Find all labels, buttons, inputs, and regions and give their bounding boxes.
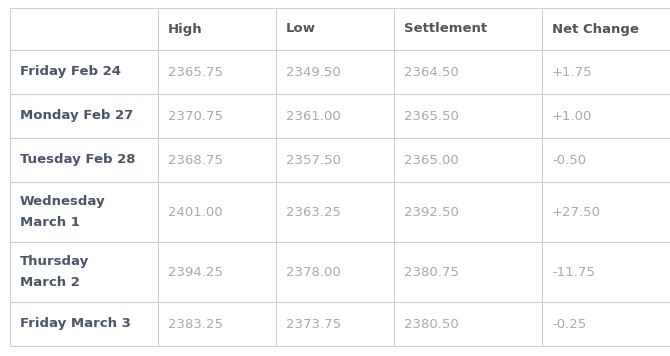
Bar <box>276 94 394 138</box>
Text: March 1: March 1 <box>20 216 80 229</box>
Bar <box>276 242 394 302</box>
Text: -11.75: -11.75 <box>552 266 595 278</box>
Text: -0.50: -0.50 <box>552 153 586 167</box>
Bar <box>276 302 394 346</box>
Bar <box>158 8 276 50</box>
Text: Thursday: Thursday <box>20 255 89 268</box>
Text: 2401.00: 2401.00 <box>168 205 222 219</box>
Text: 2392.50: 2392.50 <box>404 205 459 219</box>
Bar <box>394 242 542 302</box>
Bar <box>542 182 670 242</box>
Bar <box>158 138 276 182</box>
Bar <box>394 302 542 346</box>
Text: Monday Feb 27: Monday Feb 27 <box>20 110 133 122</box>
Bar <box>276 50 394 94</box>
Text: Tuesday Feb 28: Tuesday Feb 28 <box>20 153 135 167</box>
Text: +1.00: +1.00 <box>552 110 592 122</box>
Bar <box>10 242 158 302</box>
Bar <box>10 302 158 346</box>
Text: 2363.25: 2363.25 <box>286 205 341 219</box>
Text: 2365.00: 2365.00 <box>404 153 459 167</box>
Text: 2361.00: 2361.00 <box>286 110 341 122</box>
Bar <box>542 8 670 50</box>
Bar <box>276 8 394 50</box>
Text: High: High <box>168 22 202 36</box>
Bar <box>10 182 158 242</box>
Bar <box>10 94 158 138</box>
Text: Low: Low <box>286 22 316 36</box>
Text: Friday Feb 24: Friday Feb 24 <box>20 66 121 79</box>
Text: 2349.50: 2349.50 <box>286 66 341 79</box>
Text: 2368.75: 2368.75 <box>168 153 223 167</box>
Bar <box>158 94 276 138</box>
Bar <box>542 50 670 94</box>
Text: 2365.75: 2365.75 <box>168 66 223 79</box>
Bar <box>10 8 158 50</box>
Text: 2370.75: 2370.75 <box>168 110 223 122</box>
Text: 2365.50: 2365.50 <box>404 110 459 122</box>
Text: 2380.75: 2380.75 <box>404 266 459 278</box>
Text: 2383.25: 2383.25 <box>168 318 223 330</box>
Text: +27.50: +27.50 <box>552 205 601 219</box>
Bar <box>542 138 670 182</box>
Text: March 2: March 2 <box>20 276 80 289</box>
Bar <box>394 138 542 182</box>
Bar <box>158 302 276 346</box>
Bar <box>542 302 670 346</box>
Text: 2394.25: 2394.25 <box>168 266 223 278</box>
Text: +1.75: +1.75 <box>552 66 593 79</box>
Bar <box>394 8 542 50</box>
Text: 2373.75: 2373.75 <box>286 318 341 330</box>
Bar <box>542 242 670 302</box>
Text: 2364.50: 2364.50 <box>404 66 459 79</box>
Bar <box>394 94 542 138</box>
Bar <box>158 50 276 94</box>
Bar <box>158 242 276 302</box>
Bar <box>276 182 394 242</box>
Text: 2357.50: 2357.50 <box>286 153 341 167</box>
Bar <box>542 94 670 138</box>
Text: Settlement: Settlement <box>404 22 487 36</box>
Text: -0.25: -0.25 <box>552 318 586 330</box>
Bar <box>158 182 276 242</box>
Bar <box>394 50 542 94</box>
Bar <box>10 138 158 182</box>
Text: 2380.50: 2380.50 <box>404 318 459 330</box>
Bar <box>276 138 394 182</box>
Bar <box>10 50 158 94</box>
Text: Wednesday: Wednesday <box>20 195 106 208</box>
Bar <box>394 182 542 242</box>
Text: 2378.00: 2378.00 <box>286 266 341 278</box>
Text: Net Change: Net Change <box>552 22 639 36</box>
Text: Friday March 3: Friday March 3 <box>20 318 131 330</box>
